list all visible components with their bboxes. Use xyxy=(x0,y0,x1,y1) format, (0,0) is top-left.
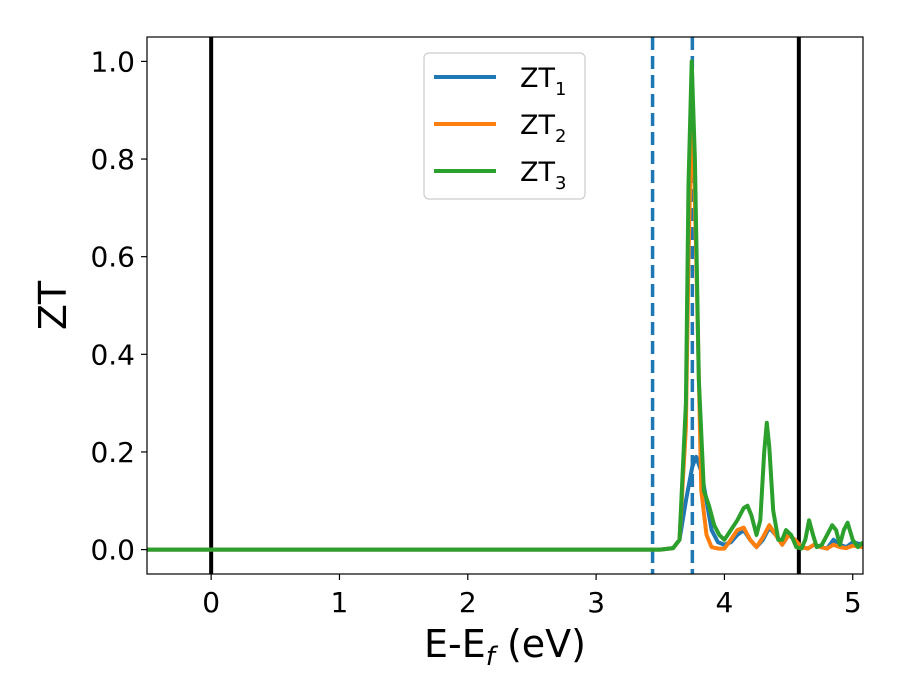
x-tick-label: 2 xyxy=(459,586,477,619)
plot-frame xyxy=(146,36,864,575)
legend: ZT1 ZT2 ZT3 xyxy=(423,52,586,200)
y-axis: 0.0 0.2 0.4 0.6 0.8 1.0 xyxy=(90,45,147,567)
legend-label-3: ZT3 xyxy=(520,157,566,194)
legend-label-2: ZT2 xyxy=(520,110,566,147)
y-tick-label: 0.0 xyxy=(90,534,135,567)
x-axis: 0 1 2 3 4 5 xyxy=(202,574,862,619)
legend-label-1: ZT1 xyxy=(520,63,566,100)
x-tick-label: 1 xyxy=(331,586,349,619)
reference-lines xyxy=(209,37,801,574)
x-tick-label: 5 xyxy=(844,586,862,619)
legend-box xyxy=(423,52,586,200)
y-tick-label: 0.6 xyxy=(90,241,135,274)
x-tick-label: 0 xyxy=(202,586,220,619)
series-line-3 xyxy=(147,59,863,552)
series-layer xyxy=(147,59,863,552)
y-tick-label: 0.4 xyxy=(90,338,135,371)
x-tick-label: 3 xyxy=(587,586,605,619)
y-tick-label: 0.2 xyxy=(90,436,135,469)
x-tick-label: 4 xyxy=(716,586,734,619)
y-tick-label: 1.0 xyxy=(90,45,135,78)
y-axis-label: ZT xyxy=(31,280,75,330)
x-axis-label: E-Ef (eV) xyxy=(424,622,586,672)
y-tick-label: 0.8 xyxy=(90,143,135,176)
